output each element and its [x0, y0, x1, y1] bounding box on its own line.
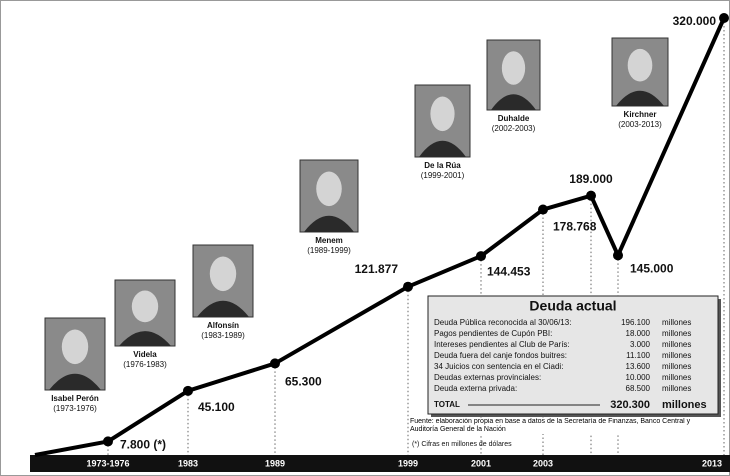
row-label: 34 Juicios con sentencia en el Ciadi:	[434, 362, 563, 371]
row-label: Intereses pendientes al Club de París:	[434, 340, 570, 349]
row-amount: 18.000	[626, 329, 651, 338]
president-name: Alfonsín	[207, 321, 239, 330]
timeline-label: 1999	[398, 458, 418, 468]
table-title: Deuda actual	[529, 298, 616, 314]
president-name: Duhalde	[498, 114, 530, 123]
portrait-head	[316, 172, 342, 207]
president-period: (1976-1983)	[123, 360, 167, 369]
point	[103, 436, 113, 446]
point	[719, 13, 729, 23]
president-name: Kirchner	[624, 110, 657, 119]
point	[270, 358, 280, 368]
timeline-bar	[30, 455, 730, 472]
row-label: Deuda Pública reconocida al 30/06/13:	[434, 318, 571, 327]
portrait-head	[502, 51, 525, 85]
point	[613, 250, 623, 260]
total-label: TOTAL	[434, 400, 460, 409]
row-label: Deuda fuera del canje fondos buitres:	[434, 351, 567, 360]
row-amount: 11.100	[626, 351, 650, 360]
value-label: 7.800 (*)	[120, 438, 166, 452]
timeline-label: 2013	[702, 458, 722, 468]
row-amount: 196.100	[621, 318, 650, 327]
value-label: 121.877	[355, 262, 399, 276]
row-label: Pagos pendientes de Cupón PBI:	[434, 329, 552, 338]
president-period: (2002-2003)	[492, 124, 536, 133]
timeline-label: 2003	[533, 458, 553, 468]
value-label: 178.768	[553, 220, 597, 234]
total-amount: 320.300	[610, 399, 650, 411]
source-box: Fuente: elaboración propia en base a dat…	[410, 418, 710, 438]
chart: Isabel Perón(1973-1976) Videla(1976-1983)…	[0, 0, 730, 476]
row-amount: 10.000	[626, 373, 651, 382]
president-name: De la Rúa	[424, 161, 461, 170]
row-unit: millones	[662, 384, 691, 393]
president-period: (1999-2001)	[421, 171, 465, 180]
row-unit: millones	[662, 362, 691, 371]
row-amount: 3.000	[630, 340, 651, 349]
value-label: 145.000	[630, 262, 674, 276]
row-amount: 13.600	[626, 362, 651, 371]
row-unit: millones	[662, 318, 691, 327]
note: (*) Cifras en millones de dólares	[412, 441, 512, 448]
row-label: Deuda externa privada:	[434, 384, 517, 393]
president-name: Isabel Perón	[51, 394, 99, 403]
point	[538, 205, 548, 215]
president-name: Menem	[315, 236, 343, 245]
point	[403, 282, 413, 292]
portrait-head	[132, 291, 158, 323]
row-unit: millones	[662, 329, 691, 338]
timeline-label: 1983	[178, 458, 198, 468]
president-period: (1989-1999)	[307, 246, 351, 255]
value-label: 189.000	[569, 172, 613, 186]
row-unit: millones	[662, 351, 691, 360]
president-period: (1983-1989)	[201, 331, 245, 340]
total-unit: millones	[662, 399, 707, 411]
timeline-label: 2001	[471, 458, 491, 468]
value-label: 45.100	[198, 400, 235, 414]
row-unit: millones	[662, 373, 691, 382]
portrait-head	[430, 97, 454, 132]
president-name: Videla	[133, 350, 157, 359]
president-period: (1973-1976)	[53, 404, 97, 413]
timeline-label: 1989	[265, 458, 285, 468]
president-period: (2003-2013)	[618, 120, 662, 129]
point	[183, 386, 193, 396]
portrait-head	[210, 257, 236, 292]
value-label: 320.000	[673, 14, 717, 28]
point	[476, 251, 486, 261]
point	[586, 191, 596, 201]
portrait-head	[62, 330, 88, 365]
value-label: 65.300	[285, 375, 322, 389]
row-amount: 68.500	[626, 384, 651, 393]
value-label: 144.453	[487, 264, 531, 278]
source: Fuente: elaboración propia en base a dat…	[410, 418, 710, 434]
portrait-head	[628, 49, 653, 82]
row-label: Deudas externas provinciales:	[434, 373, 541, 382]
timeline-label: 1973-1976	[86, 458, 129, 468]
row-unit: millones	[662, 340, 691, 349]
